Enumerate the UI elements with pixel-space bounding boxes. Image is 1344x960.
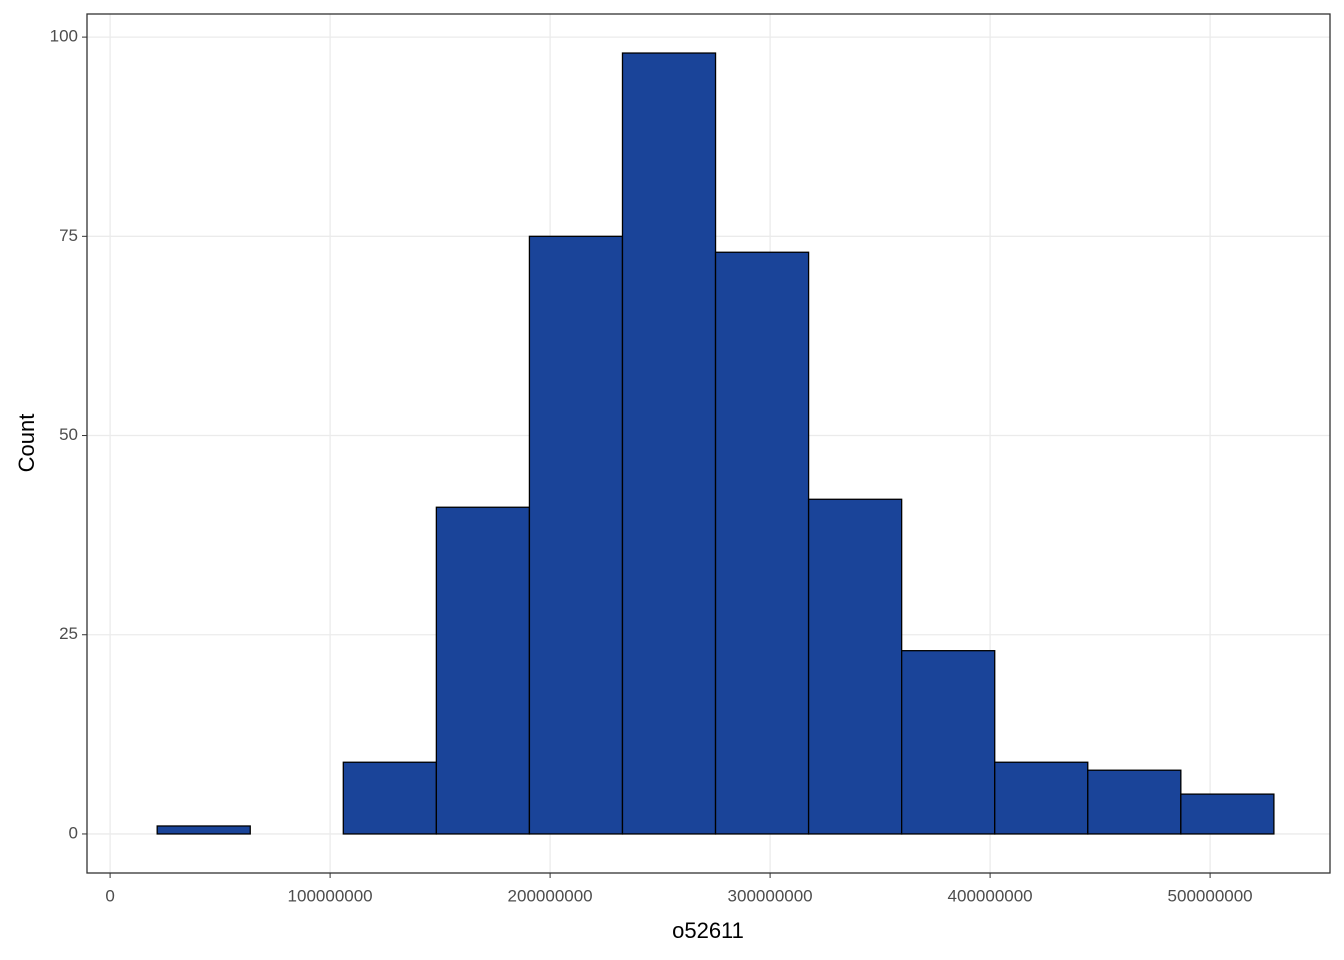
x-tick-label: 300000000 [728,886,813,905]
bar [994,761,1089,835]
x-axis-title: o52611 [672,918,744,943]
bar [714,251,810,835]
x-tick-label: 0 [105,886,114,905]
bar [435,506,531,835]
bar [621,52,717,835]
y-tick-label: 100 [50,27,78,46]
bar [156,825,251,835]
bar [901,650,996,835]
x-tick-label: 100000000 [288,886,373,905]
x-tick-label: 200000000 [508,886,593,905]
y-tick-label: 75 [59,226,78,245]
y-axis-title: Count [14,414,39,473]
bar [528,235,624,835]
bar [342,761,438,835]
x-tick-label: 500000000 [1168,886,1253,905]
y-tick-label: 0 [69,823,78,842]
y-tick-label: 25 [59,624,78,643]
bar [807,498,903,835]
panel-border [86,13,1331,874]
x-tick-label: 400000000 [948,886,1033,905]
y-tick-label: 50 [59,425,78,444]
bar [1087,769,1182,835]
bar [1180,793,1275,835]
